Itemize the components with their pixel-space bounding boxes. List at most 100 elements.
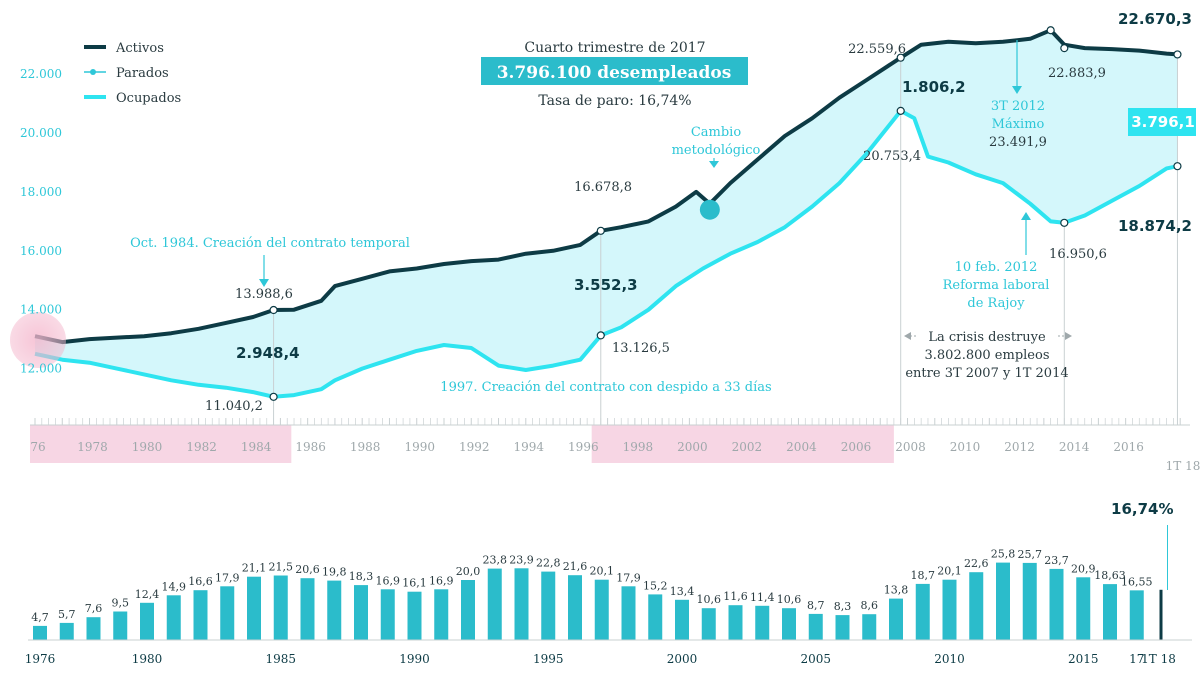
bar-1996: [568, 575, 582, 640]
bar-2002: [728, 605, 743, 640]
note-contrato-arrowhead: [259, 279, 269, 287]
ann-activos-last: 22.670,3: [1118, 10, 1192, 28]
header-quarter: Cuarto trimestre de 2017: [524, 40, 705, 56]
bar-label-2009: 18,7: [911, 569, 936, 582]
bar-label-2010: 20,1: [937, 565, 962, 578]
cambio-metodologico-marker: [699, 199, 720, 220]
note-despido-33: 1997. Creación del contrato con despido …: [440, 380, 771, 395]
bar-label-2004: 10,6: [777, 593, 802, 606]
bar-label-1993: 23,8: [483, 554, 508, 567]
bar-label-1978: 7,6: [85, 602, 103, 615]
x-tick-6: 1988: [350, 440, 381, 454]
header-unemployed: 3.796.100 desempleados: [497, 63, 732, 83]
bar-label-1979: 9,5: [112, 597, 130, 610]
bar-label-2003: 11,4: [750, 591, 775, 604]
bar-label-1984: 21,1: [242, 562, 267, 575]
point-markers: [269, 26, 1182, 401]
bar-1981: [166, 595, 181, 640]
bar-x-tick-2: 1985: [265, 652, 296, 666]
point-marker-4: [1060, 44, 1069, 53]
point-marker-2: [896, 53, 905, 62]
ann-ocupados-2007: 20.753,4: [863, 149, 921, 164]
x-tick-1: 1978: [77, 440, 108, 454]
bar-label-1991: 16,9: [429, 574, 454, 587]
x-tick-13: 2002: [732, 440, 763, 454]
bar-1997: [594, 579, 609, 640]
legend-activos: Activos: [115, 41, 164, 56]
bar-2005: [808, 613, 823, 640]
note-crisis-1: La crisis destruye: [928, 330, 1046, 345]
ann-parados-1996: 3.552,3: [574, 276, 638, 294]
header-box: [481, 57, 748, 85]
x-tick-20: 2016: [1113, 440, 1144, 454]
x-tick-4: 1984: [241, 440, 272, 454]
bar-2016: [1103, 584, 1117, 640]
highlight-period-0: [30, 425, 292, 463]
start-highlight: [10, 312, 66, 368]
ann-ocupados-1996: 13.126,5: [612, 341, 670, 356]
bar-2008: [889, 598, 903, 640]
legend-parados: Parados: [116, 66, 169, 81]
y-tick-4: 20.000: [20, 126, 62, 140]
ann-parados-last: 3.796,1: [1131, 113, 1195, 131]
x-tick-14: 2004: [786, 440, 817, 454]
bar-1994: [514, 568, 529, 640]
bar-2011: [969, 572, 984, 640]
parados-last-box: [1128, 108, 1196, 136]
bar-label-2001: 10,6: [697, 593, 722, 606]
ann-activos-1996: 16.678,8: [574, 180, 632, 195]
bar-1979: [113, 611, 128, 640]
bar-2015: [1076, 577, 1091, 640]
ann-activos-1984: 13.988,6: [235, 287, 293, 302]
bar-label-1980: 12,4: [135, 588, 160, 601]
point-marker-5: [1173, 50, 1182, 59]
bar-1984: [247, 576, 261, 640]
note-cambio-1: Cambio: [691, 125, 742, 140]
bar-label-2005: 8,7: [807, 599, 825, 612]
point-marker-9: [1060, 218, 1069, 227]
note-cambio-arrowhead: [709, 161, 719, 168]
bar-label-1976: 4,7: [31, 611, 49, 624]
bar-label-2013: 25,7: [1018, 548, 1043, 561]
bar-x-tick-0: 1976: [25, 652, 56, 666]
ann-activos-2007: 22.559,6: [848, 42, 906, 57]
bar-label-1985: 21,5: [269, 561, 294, 574]
ann-ocupados-last: 18.874,2: [1118, 217, 1192, 235]
bar-label-1989: 16,9: [376, 574, 401, 587]
bar-x-tick-1: 1980: [132, 652, 163, 666]
y-tick-3: 18.000: [20, 185, 62, 199]
x-tick-15: 2006: [841, 440, 872, 454]
note-maximo-1: 3T 2012: [991, 99, 1045, 114]
x-tick-9: 1994: [514, 440, 545, 454]
bar-1982: [193, 590, 208, 640]
bar-2017: [1129, 590, 1144, 640]
point-marker-8: [896, 106, 905, 115]
y-tick-0: 12.000: [20, 362, 62, 376]
ocupados-line: [34, 108, 1178, 399]
bar-label-2007: 8,6: [861, 599, 879, 612]
bar-label-1998: 17,9: [616, 571, 641, 584]
bar-x-tick-7: 2010: [934, 652, 965, 666]
bar-label-2016: 18,63: [1094, 569, 1126, 582]
bar-label-1982: 16,6: [188, 575, 213, 588]
bar-1T 18: [1159, 589, 1163, 640]
activos-line: [34, 28, 1178, 345]
bar-1999: [648, 594, 663, 640]
bar-label-1981: 14,9: [162, 580, 187, 593]
y-tick-5: 22.000: [20, 67, 62, 81]
bar-x-tick-3: 1990: [399, 652, 430, 666]
note-reforma-3: de Rajoy: [967, 296, 1025, 311]
bar-2001: [701, 608, 716, 640]
bar-label-1996: 21,6: [563, 560, 588, 573]
bar-2013: [1022, 562, 1037, 640]
bar-1980: [140, 602, 154, 640]
bar-1983: [220, 586, 235, 640]
note-reforma-1: 10 feb. 2012: [955, 260, 1038, 275]
point-marker-3: [1046, 26, 1055, 35]
bar-label-1986: 20,6: [295, 563, 320, 576]
bar-label-2006: 8,3: [834, 600, 852, 613]
highlight-periods: [30, 425, 894, 463]
bar-label-2011: 22,6: [964, 557, 989, 570]
note-maximo-3: 23.491,9: [989, 135, 1047, 150]
x-tick-3: 1982: [186, 440, 217, 454]
